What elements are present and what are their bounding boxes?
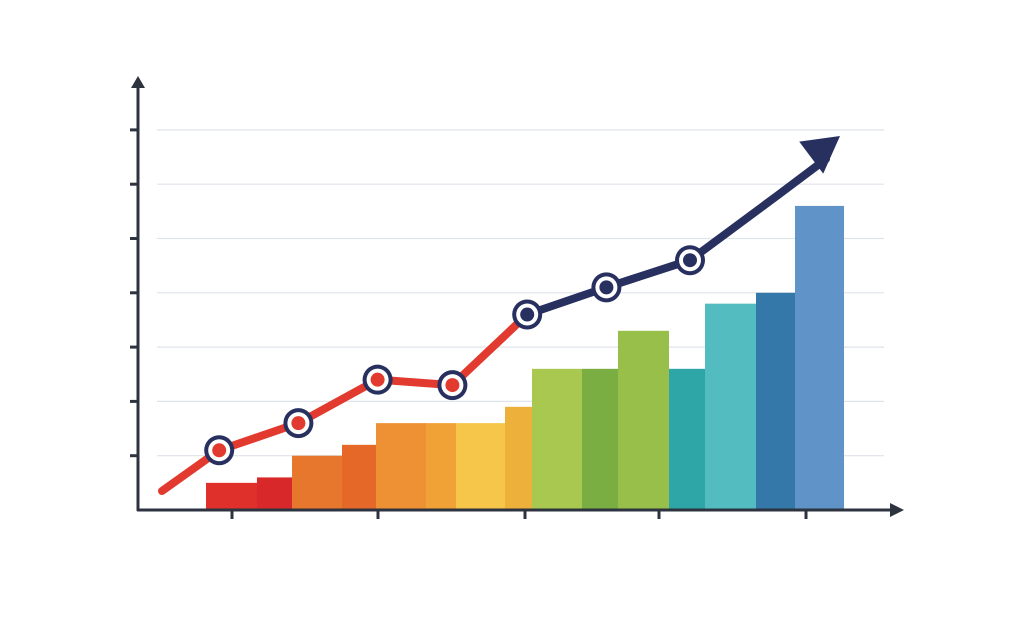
bar-13 [705,303,756,510]
x-axis-arrow [890,503,904,517]
bar-15 [795,205,844,511]
marker-dot-6 [599,280,614,295]
marker-dot-4 [445,378,460,393]
bar-8 [505,406,532,510]
marker-dot-3 [370,372,385,387]
bar-12 [669,368,705,510]
marker-dot-5 [520,307,535,322]
bar-7 [456,423,505,510]
marker-dot-1 [212,443,227,458]
trend-markers [204,245,705,466]
bar-9 [532,368,582,510]
y-axis-arrow [131,76,145,88]
gridlines [157,129,884,457]
bar-6 [426,423,456,510]
bar-3 [292,455,342,510]
bar-1 [206,482,257,510]
bar-11 [618,330,669,510]
trend-line-navy [523,155,830,319]
bar-14 [756,292,795,510]
axes [130,76,904,519]
bar-2 [257,477,292,510]
bar-4 [342,444,376,510]
bar-series [206,205,844,511]
marker-dot-2 [291,416,306,431]
trend-arrow-head [799,136,840,174]
marker-dot-7 [683,253,697,268]
bar-5 [376,423,426,510]
bar-10 [582,368,618,510]
